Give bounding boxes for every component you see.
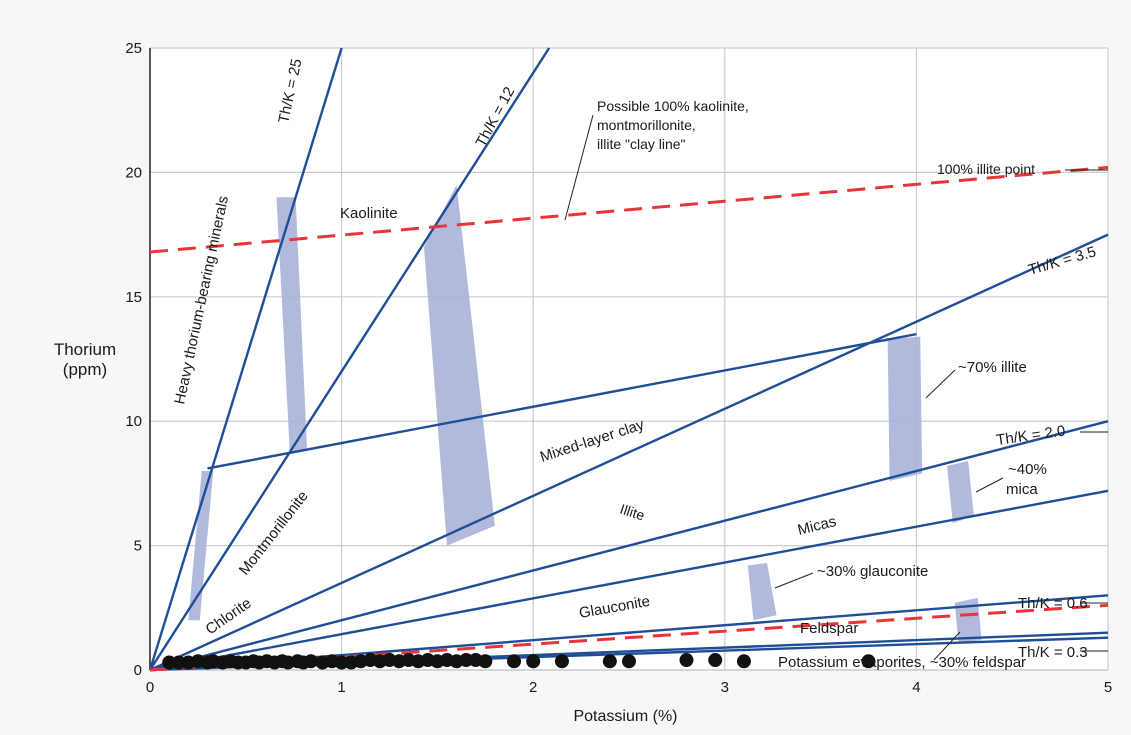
data-point [622,654,636,669]
data-point [507,654,522,669]
thk-line [148,47,551,671]
boundary-line [207,332,917,470]
leader-glauconite [774,572,814,589]
leader-clay [564,114,594,221]
annotation-40: ~40% [1008,461,1047,478]
data-point [162,655,177,670]
band-illite [887,336,923,481]
clay-line-label-3: illite "clay line" [597,136,686,152]
data-point [303,654,318,669]
data-point [171,655,186,670]
region-kaolinite: Kaolinite [340,205,398,222]
region-illite: Illite [618,501,647,524]
band-mica [947,461,974,524]
data-point [679,653,694,668]
data-point [459,653,474,668]
x-tick-label: 0 [146,679,154,696]
leader-feldspar [933,631,961,661]
band-mixed-layer [423,184,495,546]
thk-line [149,420,1109,672]
x-tick-label: 3 [721,679,729,696]
boundary-line [149,489,1109,672]
region-potassium-evaporites: Potassium evaporites, ~30% feldspar [778,654,1026,671]
x-axis-label: Potassium (%) [573,708,678,725]
annotation-mica: mica [1006,481,1038,498]
x-tick-label: 1 [337,679,345,696]
y-axis-label-line-1: Thorium [53,340,117,359]
leader-70-illite [925,369,956,399]
label-thk-0.6: Th/K = 0.6 [1018,595,1088,612]
thk-line [148,47,343,671]
data-point [736,654,751,669]
data-point [526,654,541,669]
band-kaolinite [276,197,308,454]
y-tick-label: 0 [134,662,142,679]
data-point [861,654,876,669]
clay-line-label-2: montmorillonite, [597,117,696,133]
band-feldspar [954,597,982,643]
x-axis-label-block: Potassium (%) [0,708,1131,726]
clay-line-label-1: Possible 100% kaolinite, [597,98,749,114]
band-glauconite [747,563,777,621]
x-tick-label: 5 [1104,679,1112,696]
y-tick-label: 25 [125,40,142,57]
band-chlorite [188,470,214,621]
data-point [334,655,349,670]
clay-line [149,165,1109,254]
label-thk-0.3: Th/K = 0.3 [1018,644,1088,661]
x-tick-label: 4 [912,679,920,696]
annotation-70-illite: ~70% illite [958,359,1027,376]
annotation-30-glauconite: ~30% glauconite [817,563,928,580]
y-axis-label: Thorium (ppm) [40,340,130,380]
data-point [478,654,493,669]
y-tick-label: 10 [125,413,142,430]
region-feldspar: Feldspar [800,620,858,637]
illite-point-label: 100% illite point [937,161,1035,177]
y-axis-label-line-2: (ppm) [62,360,108,379]
y-tick-label: 15 [125,289,142,306]
data-point [602,654,617,669]
x-tick-label: 2 [529,679,537,696]
leader-mica [975,477,1004,493]
thk-line [149,233,1109,672]
data-point [708,653,723,668]
y-tick-label: 5 [134,538,142,555]
y-tick-label: 20 [125,164,142,181]
data-point [554,654,569,669]
feldspar-dashed-line [149,603,1109,672]
